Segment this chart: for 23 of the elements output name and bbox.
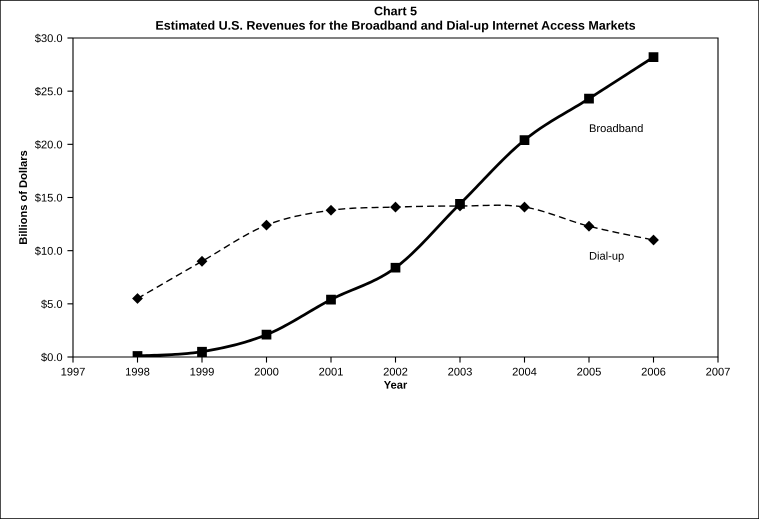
- x-tick-label: 1997: [61, 368, 85, 376]
- x-tick-label: 2007: [706, 368, 730, 376]
- chart-title: Chart 5 Estimated U.S. Revenues for the Broadband and Dial-up Internet Access Markets: [156, 6, 636, 32]
- y-tick-label: $25.0: [34, 86, 62, 96]
- x-tick-label: 2000: [254, 368, 278, 376]
- y-tick-label: $0.0: [41, 352, 62, 362]
- x-axis-title: Year: [384, 380, 408, 389]
- series-label: Dial-up: [590, 252, 624, 262]
- x-tick-label: 2001: [319, 368, 343, 376]
- x-tick-label: 2002: [384, 368, 408, 376]
- y-tick-label: $20.0: [34, 140, 62, 150]
- y-tick-label: $15.0: [34, 193, 62, 202]
- x-tick-label: 1998: [126, 368, 150, 376]
- series-label: Broadband: [590, 124, 643, 132]
- x-tick-label: 1999: [190, 368, 214, 376]
- x-tick-label: 2006: [642, 368, 666, 376]
- x-tick-label: 2003: [448, 368, 472, 376]
- y-tick-label: $30.0: [34, 34, 62, 43]
- x-tick-label: 2004: [512, 368, 537, 376]
- y-tick-label: $10.0: [34, 246, 62, 256]
- y-axis-title: Billions of Dollars: [18, 150, 28, 244]
- y-tick-label: $5.0: [41, 300, 62, 309]
- x-tick-label: 2005: [577, 368, 601, 376]
